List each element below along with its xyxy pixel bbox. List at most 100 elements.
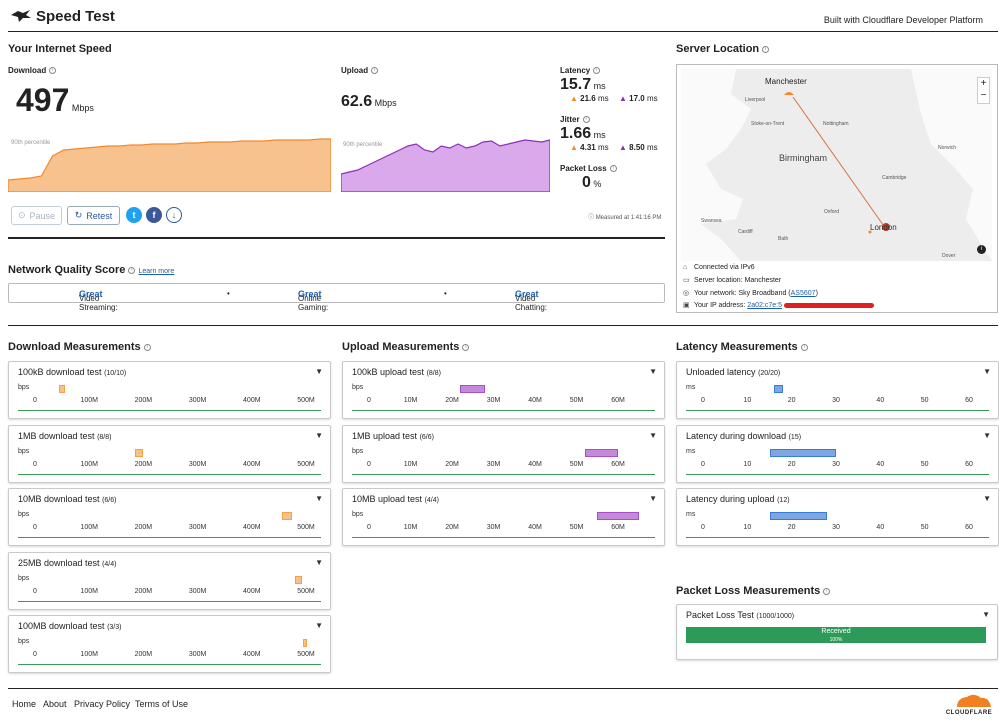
chevron-down-icon[interactable]: ▼ bbox=[983, 494, 991, 503]
axis-tick: 100M bbox=[80, 460, 98, 468]
chevron-down-icon[interactable]: ▼ bbox=[315, 430, 323, 440]
boxplot-box bbox=[281, 512, 293, 520]
boxplot-box bbox=[597, 512, 639, 520]
axis-tick: 30M bbox=[486, 460, 501, 468]
pin-icon: ◎ bbox=[683, 290, 690, 297]
facebook-icon[interactable]: f bbox=[146, 207, 162, 223]
map-label: Liverpool bbox=[745, 97, 766, 103]
server-panel: Manchester Liverpool Stoke-on-Trent Nott… bbox=[676, 64, 998, 313]
axis-tick: 400M bbox=[243, 651, 261, 658]
twitter-icon[interactable]: t bbox=[126, 207, 142, 223]
axis-tick: 10M bbox=[403, 524, 418, 531]
lat-test-card[interactable]: Latency during upload (12) ▼ ms 0 10 20 30 40 50… bbox=[676, 488, 999, 546]
map-info-icon[interactable]: i bbox=[977, 245, 986, 254]
axis-unit: bps bbox=[352, 447, 364, 455]
ul-test-card[interactable]: 10MB upload test (4/4) ▼ bps 0 10M 20M 30M 40M 5… bbox=[342, 488, 665, 546]
axis-baseline bbox=[686, 410, 989, 411]
chevron-down-icon[interactable]: ▼ bbox=[315, 621, 323, 630]
info-icon: i bbox=[593, 67, 601, 75]
map-label: Oxford bbox=[824, 209, 840, 215]
ip-address[interactable]: 2a02:c7e:5 bbox=[747, 302, 782, 309]
nq-chatting: Video Chatting: Great bbox=[515, 289, 548, 312]
axis-tick: 30 bbox=[832, 460, 840, 468]
ul-test-card[interactable]: 1MB upload test (6/6) ▼ bps 0 10M 20M 30M 40M 50… bbox=[342, 424, 665, 483]
dl-test-card[interactable]: 10MB download test (6/6) ▼ bps 0 100M 200M 300… bbox=[8, 488, 331, 546]
pause-icon: ⊙ bbox=[17, 210, 26, 220]
axis-tick: 300M bbox=[188, 460, 207, 468]
test-title: 25MB download test (4/4) bbox=[18, 557, 117, 568]
header-divider bbox=[8, 31, 998, 32]
chevron-down-icon: ▼ bbox=[982, 610, 990, 619]
axis-tick: 100M bbox=[80, 587, 98, 595]
map-label: London bbox=[870, 223, 897, 232]
speed-heading: Your Internet Speed bbox=[8, 43, 112, 55]
axis-tick: 60M bbox=[611, 397, 625, 404]
packet-loss-test-card[interactable]: Packet Loss Test (1000/1000) ▼ Received 1… bbox=[676, 604, 998, 660]
network-row: ◎ Your network: Sky Broadband (AS5607) bbox=[683, 290, 818, 297]
axis-tick: 20 bbox=[787, 397, 796, 404]
axis-tick: 50M bbox=[569, 524, 584, 531]
axis-tick: 40 bbox=[876, 524, 885, 531]
chevron-down-icon[interactable]: ▼ bbox=[983, 430, 991, 440]
footer-home[interactable]: Home bbox=[12, 699, 37, 709]
learn-more-link[interactable]: Learn more bbox=[138, 268, 175, 275]
axis-tick: 40M bbox=[528, 460, 542, 468]
measured-at: ⓘ Measured at 1:41:16 PM bbox=[588, 215, 662, 221]
chevron-down-icon[interactable]: ▼ bbox=[315, 494, 323, 503]
footer-terms[interactable]: Terms of Use bbox=[135, 699, 189, 709]
chevron-down-icon[interactable]: ▼ bbox=[649, 367, 657, 376]
axis-tick: 0 bbox=[701, 524, 705, 531]
lat-test-card[interactable]: Unloaded latency (20/20) ▼ ms 0 10 20 30 40 50 60 bbox=[676, 361, 999, 419]
axis-tick: 100M bbox=[80, 524, 98, 531]
axis-tick: 300M bbox=[188, 651, 207, 658]
axis-tick: 0 bbox=[367, 524, 371, 531]
axis-unit: bps bbox=[352, 384, 364, 391]
chevron-down-icon[interactable]: ▼ bbox=[649, 494, 657, 503]
network-icon: ⌂ bbox=[683, 264, 688, 271]
footer-about[interactable]: About bbox=[43, 699, 67, 709]
as-link[interactable]: AS5607 bbox=[790, 290, 816, 297]
axis-tick: 50 bbox=[920, 397, 929, 404]
axis-tick: 20M bbox=[445, 397, 459, 404]
server-map[interactable]: Manchester Liverpool Stoke-on-Trent Nott… bbox=[681, 69, 992, 261]
boxplot-box bbox=[773, 385, 783, 393]
cloudflare-logo[interactable]: CLOUDFLARE bbox=[941, 692, 997, 716]
axis-tick: 20M bbox=[445, 460, 459, 468]
lat-test-card[interactable]: Latency during download (15) ▼ ms 0 10 20 30 40… bbox=[676, 424, 999, 483]
dl-test-card[interactable]: 100MB download test (3/3) ▼ bps 0 100M 200M 30… bbox=[8, 615, 331, 673]
dl-test-card[interactable]: 100kB download test (10/10) ▼ bps 0 100M 200M… bbox=[8, 361, 331, 419]
retest-button[interactable]: ↻ Retest bbox=[67, 206, 120, 225]
axis-unit: bps bbox=[18, 384, 30, 391]
axis-tick: 0 bbox=[33, 397, 37, 404]
chevron-down-icon[interactable]: ▼ bbox=[315, 557, 323, 567]
axis-tick: 60 bbox=[965, 397, 973, 404]
dl-test-card[interactable]: 25MB download test (4/4) ▼ bps 0 100M 200M 300… bbox=[8, 551, 331, 610]
download-results-icon[interactable]: ↓ bbox=[166, 207, 182, 223]
footer-privacy[interactable]: Privacy Policy bbox=[74, 699, 131, 709]
axis-tick: 400M bbox=[243, 397, 261, 404]
chevron-down-icon[interactable]: ▼ bbox=[315, 367, 323, 376]
test-title: Latency during download (15) bbox=[686, 430, 802, 441]
nq-gaming: Online Gaming: Great bbox=[298, 289, 329, 312]
axis-baseline bbox=[352, 537, 655, 538]
packet-loss-value: 0 % bbox=[582, 174, 602, 191]
axis-unit: bps bbox=[18, 574, 30, 582]
info-icon: i bbox=[371, 67, 379, 75]
pause-button[interactable]: ⊙ Pause bbox=[11, 206, 62, 225]
jitter-down: ▲ 4.31 ms bbox=[570, 143, 609, 152]
info-icon: i bbox=[49, 67, 57, 75]
axis-tick: 40 bbox=[876, 460, 885, 468]
axis-tick: 10 bbox=[743, 397, 752, 404]
info-icon: i bbox=[143, 343, 151, 351]
zoom-controls[interactable]: + − bbox=[977, 77, 990, 104]
chevron-down-icon[interactable]: ▼ bbox=[983, 367, 991, 376]
axis-tick: 20 bbox=[787, 460, 796, 468]
boxplot-box bbox=[59, 385, 65, 393]
axis-tick: 50M bbox=[569, 397, 584, 404]
ul-test-card[interactable]: 100kB upload test (8/8) ▼ bps 0 10M 20M 30M 40M… bbox=[342, 361, 665, 419]
test-title: 1MB download test (8/8) bbox=[18, 430, 112, 441]
chevron-down-icon[interactable]: ▼ bbox=[649, 430, 657, 440]
dl-test-card[interactable]: 1MB download test (8/8) ▼ bps 0 100M 200M 300M… bbox=[8, 424, 331, 483]
axis-tick: 20 bbox=[787, 524, 796, 531]
map-label: Manchester bbox=[765, 77, 807, 86]
